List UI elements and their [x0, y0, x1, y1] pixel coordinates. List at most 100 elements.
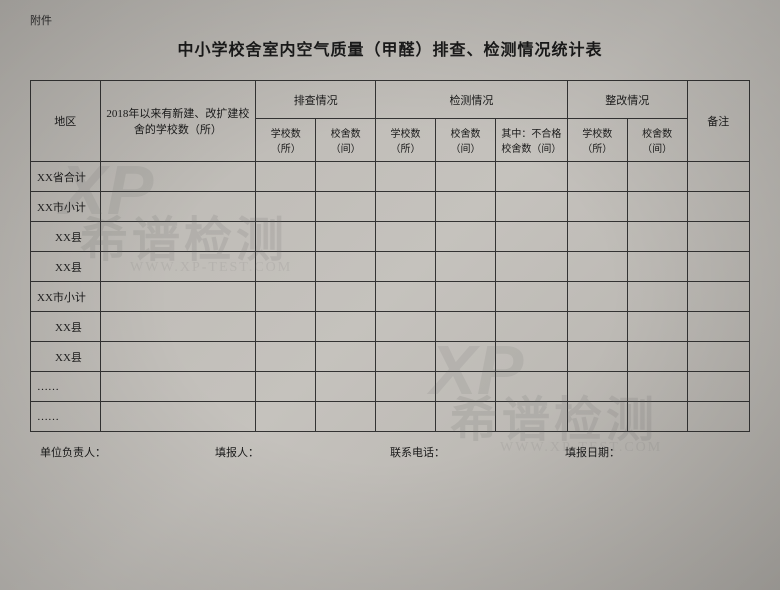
- footer-contact: 联系电话：: [390, 444, 565, 460]
- table-cell: [100, 402, 256, 432]
- col-det-building: 校舍数（间）: [436, 119, 496, 162]
- row-label: XX市小计: [31, 192, 101, 222]
- col-rectification: 整改情况: [567, 81, 687, 119]
- attachment-label: 附件: [30, 12, 750, 28]
- table-cell: [376, 222, 436, 252]
- footer-unit-leader: 单位负责人：: [40, 444, 215, 460]
- table-cell: [316, 162, 376, 192]
- table-cell: [436, 402, 496, 432]
- table-cell: [256, 192, 316, 222]
- table-cell: [376, 402, 436, 432]
- table-row: XX省合计: [31, 162, 750, 192]
- statistics-table: 地区 2018年以来有新建、改扩建校舍的学校数（所） 排查情况 检测情况 整改情…: [30, 80, 750, 432]
- table-cell: [495, 372, 567, 402]
- table-cell: [436, 192, 496, 222]
- table-cell: [627, 342, 687, 372]
- table-body: XX省合计XX市小计XX县XX县XX市小计XX县XX县…………: [31, 162, 750, 432]
- table-row: XX市小计: [31, 282, 750, 312]
- table-cell: [495, 222, 567, 252]
- table-cell: [316, 252, 376, 282]
- row-label: XX县: [31, 312, 101, 342]
- col-insp-building: 校舍数（间）: [316, 119, 376, 162]
- table-cell: [100, 372, 256, 402]
- table-cell: [100, 342, 256, 372]
- table-cell: [687, 192, 749, 222]
- table-cell: [687, 312, 749, 342]
- table-cell: [256, 372, 316, 402]
- row-label: XX市小计: [31, 282, 101, 312]
- col-rect-building: 校舍数（间）: [627, 119, 687, 162]
- table-cell: [436, 282, 496, 312]
- table-cell: [376, 162, 436, 192]
- table-cell: [100, 162, 256, 192]
- table-cell: [256, 312, 316, 342]
- row-label: XX县: [31, 222, 101, 252]
- table-cell: [495, 402, 567, 432]
- table-cell: [316, 312, 376, 342]
- table-cell: [436, 222, 496, 252]
- table-cell: [376, 372, 436, 402]
- table-cell: [256, 342, 316, 372]
- col-insp-school: 学校数（所）: [256, 119, 316, 162]
- table-cell: [316, 282, 376, 312]
- table-cell: [687, 222, 749, 252]
- col-rect-school: 学校数（所）: [567, 119, 627, 162]
- table-cell: [316, 402, 376, 432]
- table-cell: [100, 312, 256, 342]
- table-row: XX市小计: [31, 192, 750, 222]
- table-header-row-1: 地区 2018年以来有新建、改扩建校舍的学校数（所） 排查情况 检测情况 整改情…: [31, 81, 750, 119]
- table-cell: [495, 342, 567, 372]
- table-cell: [376, 282, 436, 312]
- table-row: ……: [31, 372, 750, 402]
- table-cell: [316, 222, 376, 252]
- row-label: XX县: [31, 342, 101, 372]
- table-row: XX县: [31, 222, 750, 252]
- table-cell: [256, 222, 316, 252]
- row-label: ……: [31, 402, 101, 432]
- table-cell: [687, 252, 749, 282]
- col-inspection: 排查情况: [256, 81, 376, 119]
- table-row: XX县: [31, 252, 750, 282]
- table-cell: [100, 282, 256, 312]
- table-cell: [495, 192, 567, 222]
- table-cell: [567, 402, 627, 432]
- table-cell: [567, 372, 627, 402]
- table-cell: [567, 162, 627, 192]
- table-cell: [627, 162, 687, 192]
- table-cell: [627, 372, 687, 402]
- table-cell: [495, 162, 567, 192]
- table-cell: [687, 162, 749, 192]
- table-cell: [627, 192, 687, 222]
- row-label: XX县: [31, 252, 101, 282]
- table-cell: [256, 252, 316, 282]
- table-cell: [567, 342, 627, 372]
- table-cell: [687, 402, 749, 432]
- table-cell: [567, 252, 627, 282]
- table-cell: [436, 342, 496, 372]
- table-cell: [495, 252, 567, 282]
- table-row: ……: [31, 402, 750, 432]
- table-cell: [100, 192, 256, 222]
- col-region: 地区: [31, 81, 101, 162]
- table-cell: [627, 312, 687, 342]
- table-cell: [316, 372, 376, 402]
- table-cell: [687, 342, 749, 372]
- row-label: ……: [31, 372, 101, 402]
- page-title: 中小学校舍室内空气质量（甲醛）排查、检测情况统计表: [30, 36, 750, 60]
- table-cell: [567, 192, 627, 222]
- footer-filler: 填报人：: [215, 444, 390, 460]
- table-cell: [627, 222, 687, 252]
- col-det-unqualified: 其中：不合格校舍数（间）: [495, 119, 567, 162]
- document-page: 附件 中小学校舍室内空气质量（甲醛）排查、检测情况统计表 地区 2018年以来有…: [0, 0, 780, 590]
- table-cell: [436, 312, 496, 342]
- table-cell: [436, 252, 496, 282]
- table-row: XX县: [31, 312, 750, 342]
- table-cell: [316, 342, 376, 372]
- table-cell: [495, 282, 567, 312]
- col-det-school: 学校数（所）: [376, 119, 436, 162]
- table-cell: [256, 282, 316, 312]
- footer-date: 填报日期：: [565, 444, 740, 460]
- col-remarks: 备注: [687, 81, 749, 162]
- table-cell: [687, 372, 749, 402]
- table-cell: [100, 252, 256, 282]
